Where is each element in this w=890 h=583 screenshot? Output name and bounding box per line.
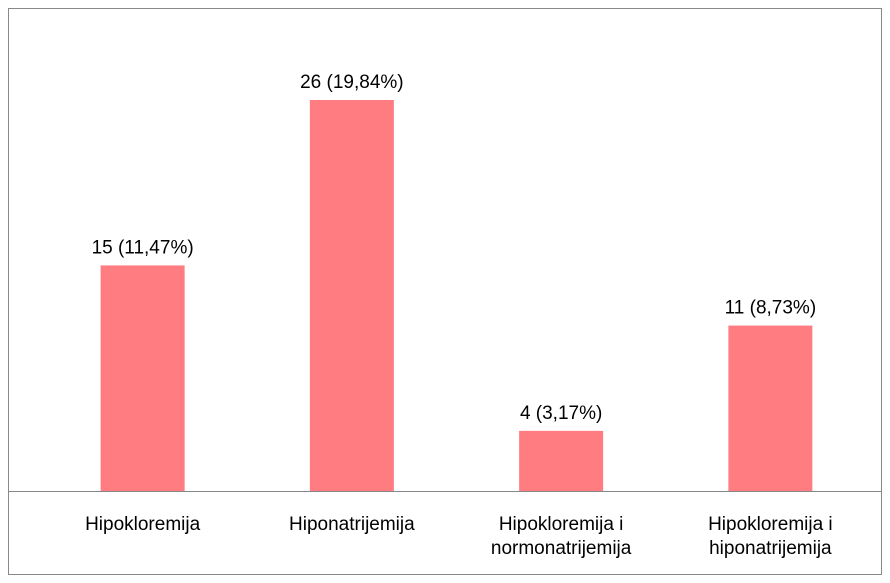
x-tick-label: Hipokloremija i hiponatrijemija xyxy=(708,514,833,559)
x-tick-label: Hipokloremija i normonatrijemija xyxy=(490,514,632,559)
bar xyxy=(309,100,394,491)
x-tick-label: Hipokloremija xyxy=(85,514,201,535)
value-label: 4 (3,17%) xyxy=(520,403,602,424)
bar xyxy=(519,430,604,491)
value-label: 26 (19,84%) xyxy=(300,72,404,93)
value-label: 15 (11,47%) xyxy=(92,237,194,258)
value-label: 11 (8,73%) xyxy=(725,298,817,319)
x-tick-label: Hiponatrijemija xyxy=(289,514,415,535)
bar xyxy=(728,325,813,491)
bar xyxy=(100,265,185,491)
